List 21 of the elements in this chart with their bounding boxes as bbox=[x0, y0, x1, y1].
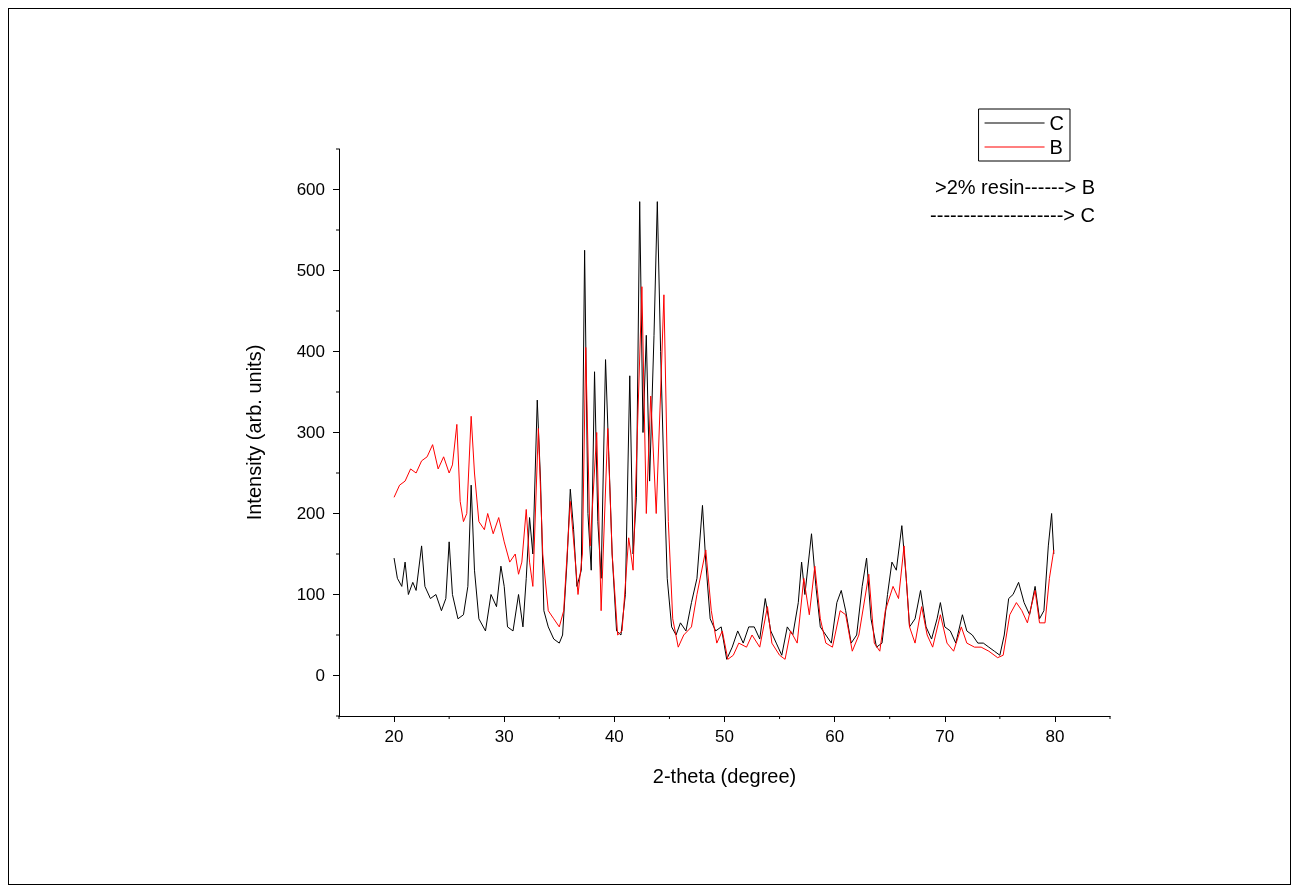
x-tick-label: 20 bbox=[384, 727, 404, 746]
y-tick-label: 0 bbox=[315, 666, 325, 685]
y-tick-label: 100 bbox=[296, 585, 325, 604]
y-tick-label: 500 bbox=[296, 261, 325, 280]
legend-label: B bbox=[1049, 136, 1063, 158]
x-tick-label: 70 bbox=[935, 727, 955, 746]
y-tick-label: 600 bbox=[296, 180, 325, 199]
x-axis-title: 2-theta (degree) bbox=[652, 765, 797, 787]
annotation: >2% resin------> B bbox=[934, 176, 1095, 198]
x-tick-label: 50 bbox=[715, 727, 734, 746]
y-tick-label: 200 bbox=[296, 504, 325, 523]
y-axis-title: Intensity (arb. units) bbox=[243, 344, 265, 521]
x-tick-label: 30 bbox=[494, 727, 514, 746]
legend-label: C bbox=[1049, 112, 1065, 134]
x-tick-label: 60 bbox=[825, 727, 845, 746]
line-series bbox=[393, 286, 1055, 660]
x-tick-label: 80 bbox=[1045, 727, 1065, 746]
annotation: --------------------> C bbox=[930, 204, 1096, 226]
x-tick-label: 40 bbox=[604, 727, 624, 746]
y-tick-label: 400 bbox=[296, 342, 325, 361]
y-tick-label: 300 bbox=[296, 423, 325, 442]
